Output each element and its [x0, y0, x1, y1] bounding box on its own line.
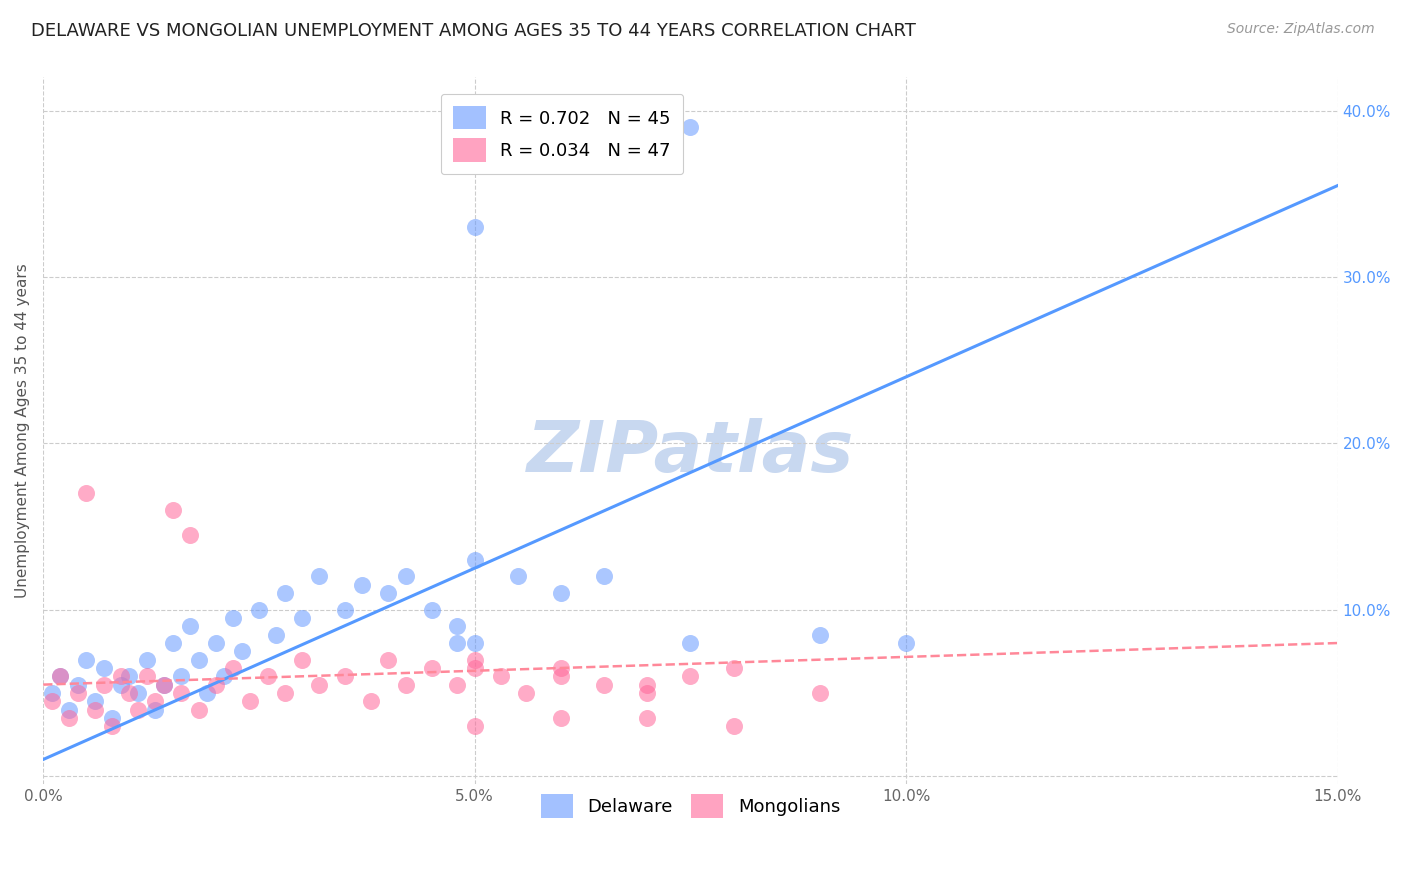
Point [464, 719, 486, 733]
Point [127, 686, 149, 700]
Point [550, 586, 572, 600]
Point [550, 669, 572, 683]
Point [308, 569, 330, 583]
Point [231, 644, 253, 658]
Point [308, 678, 330, 692]
Point [66, 686, 89, 700]
Point [377, 653, 399, 667]
Point [506, 569, 529, 583]
Point [446, 636, 468, 650]
Point [679, 120, 702, 135]
Point [894, 636, 917, 650]
Point [145, 702, 167, 716]
Point [723, 661, 745, 675]
Point [135, 653, 157, 667]
Point [127, 702, 149, 716]
Point [75, 653, 97, 667]
Point [377, 586, 399, 600]
Point [335, 603, 357, 617]
Point [291, 653, 314, 667]
Point [395, 678, 418, 692]
Point [550, 711, 572, 725]
Point [222, 611, 245, 625]
Point [41, 694, 63, 708]
Point [110, 669, 132, 683]
Point [593, 678, 616, 692]
Point [75, 486, 97, 500]
Point [110, 678, 132, 692]
Point [464, 636, 486, 650]
Point [145, 694, 167, 708]
Point [58, 702, 80, 716]
Point [420, 661, 443, 675]
Point [84, 702, 107, 716]
Point [446, 619, 468, 633]
Point [593, 569, 616, 583]
Point [420, 603, 443, 617]
Point [679, 669, 702, 683]
Point [66, 678, 89, 692]
Point [179, 619, 201, 633]
Point [256, 669, 278, 683]
Point [446, 678, 468, 692]
Point [187, 653, 209, 667]
Text: DELAWARE VS MONGOLIAN UNEMPLOYMENT AMONG AGES 35 TO 44 YEARS CORRELATION CHART: DELAWARE VS MONGOLIAN UNEMPLOYMENT AMONG… [31, 22, 915, 40]
Point [101, 719, 124, 733]
Point [153, 678, 176, 692]
Point [360, 694, 382, 708]
Point [84, 694, 107, 708]
Text: Source: ZipAtlas.com: Source: ZipAtlas.com [1227, 22, 1375, 37]
Point [93, 661, 115, 675]
Point [636, 686, 658, 700]
Point [49, 669, 72, 683]
Point [395, 569, 418, 583]
Point [464, 653, 486, 667]
Point [808, 628, 831, 642]
Point [195, 686, 218, 700]
Point [49, 669, 72, 683]
Point [187, 702, 209, 716]
Point [247, 603, 270, 617]
Point [58, 711, 80, 725]
Point [723, 719, 745, 733]
Point [636, 711, 658, 725]
Point [170, 669, 193, 683]
Point [162, 503, 184, 517]
Point [464, 661, 486, 675]
Point [550, 661, 572, 675]
Legend: Delaware, Mongolians: Delaware, Mongolians [533, 788, 848, 825]
Point [41, 686, 63, 700]
Text: ZIPatlas: ZIPatlas [527, 417, 853, 487]
Point [204, 678, 226, 692]
Point [335, 669, 357, 683]
Point [274, 586, 297, 600]
Point [179, 528, 201, 542]
Point [153, 678, 176, 692]
Point [679, 636, 702, 650]
Point [214, 669, 236, 683]
Point [222, 661, 245, 675]
Point [264, 628, 287, 642]
Point [274, 686, 297, 700]
Point [135, 669, 157, 683]
Point [636, 678, 658, 692]
Point [239, 694, 262, 708]
Point [162, 636, 184, 650]
Point [515, 686, 537, 700]
Point [93, 678, 115, 692]
Point [118, 669, 141, 683]
Point [204, 636, 226, 650]
Point [489, 669, 512, 683]
Point [118, 686, 141, 700]
Point [170, 686, 193, 700]
Point [464, 553, 486, 567]
Point [808, 686, 831, 700]
Point [464, 220, 486, 235]
Y-axis label: Unemployment Among Ages 35 to 44 years: Unemployment Among Ages 35 to 44 years [15, 263, 30, 599]
Point [101, 711, 124, 725]
Point [352, 578, 374, 592]
Point [291, 611, 314, 625]
